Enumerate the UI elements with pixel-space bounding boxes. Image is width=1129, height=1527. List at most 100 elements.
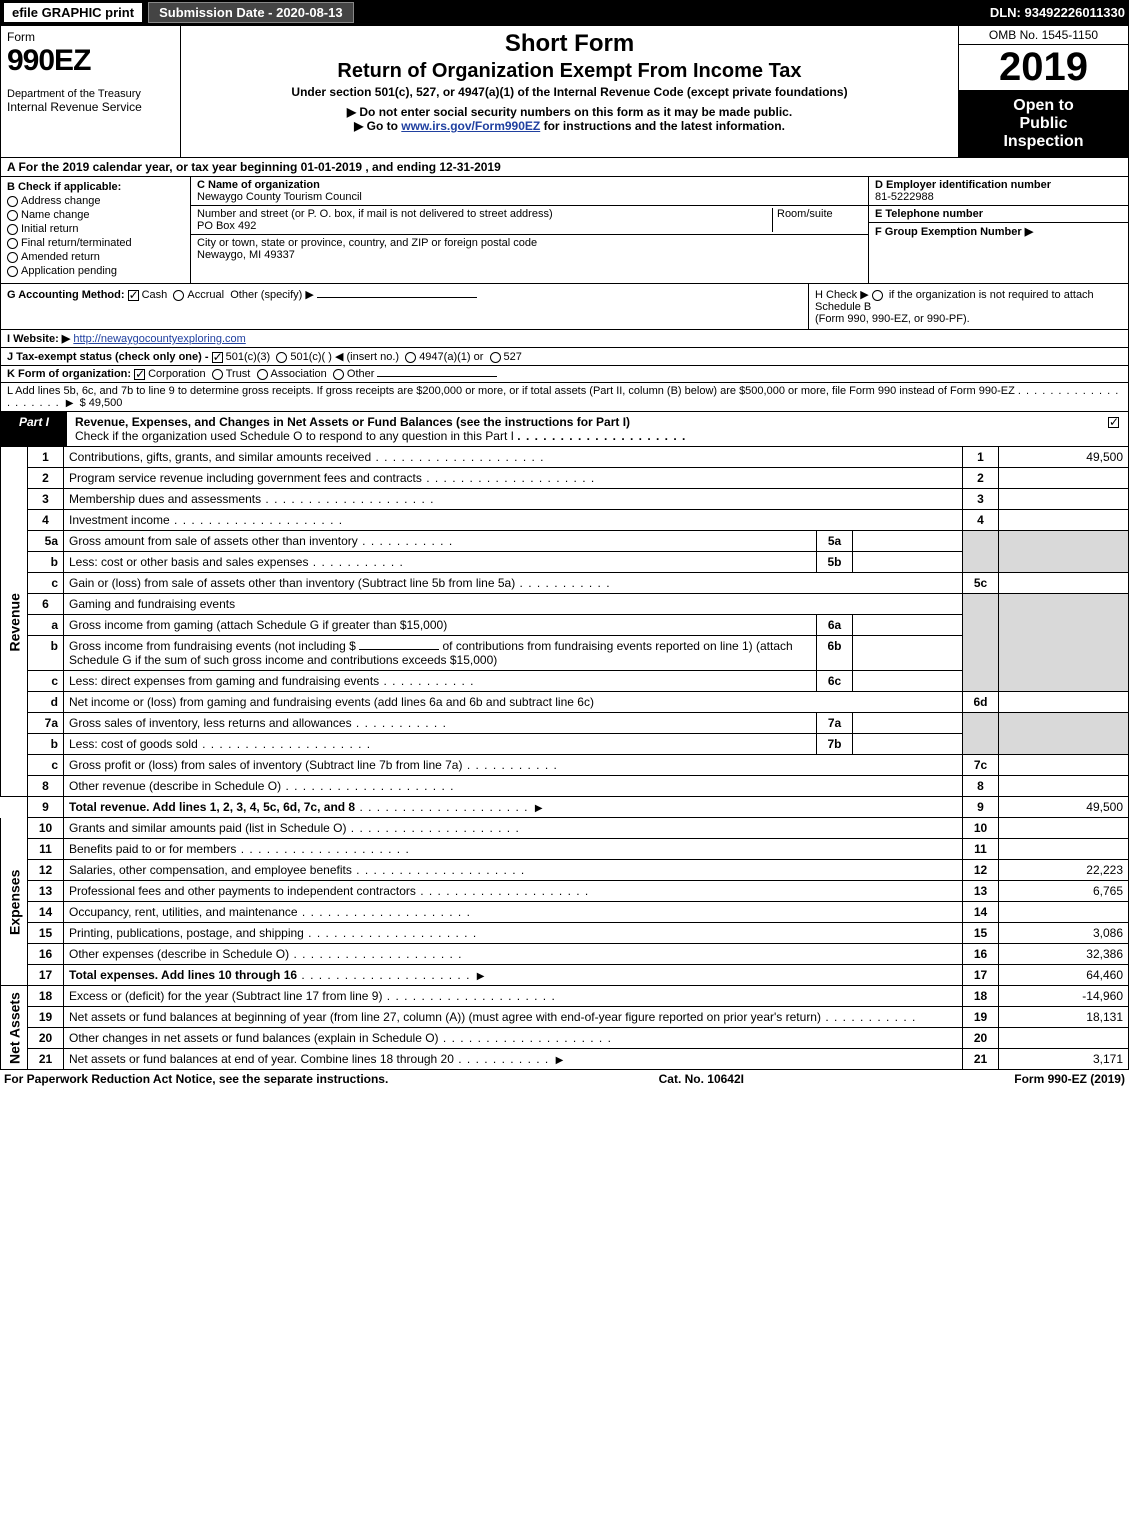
line-12: 12 Salaries, other compensation, and emp…	[1, 860, 1129, 881]
line-17: 17 Total expenses. Add lines 10 through …	[1, 965, 1129, 986]
chk-address-change[interactable]	[7, 196, 18, 207]
l5b-val[interactable]	[853, 552, 963, 573]
c-city-label: City or town, state or province, country…	[197, 237, 862, 249]
l7b-mn: 7b	[817, 734, 853, 755]
form-code: 990EZ	[7, 44, 174, 78]
l7b-val[interactable]	[853, 734, 963, 755]
dln-label: DLN: 93492226011330	[990, 5, 1125, 20]
e-tel-label: E Telephone number	[875, 208, 1122, 220]
goto-notice: ▶ Go to www.irs.gov/Form990EZ for instru…	[189, 119, 950, 133]
chk-corporation[interactable]	[134, 369, 145, 380]
chk-final-return[interactable]	[7, 238, 18, 249]
l6b-blank[interactable]	[359, 649, 439, 650]
k-label: K Form of organization:	[7, 368, 131, 380]
col-de: D Employer identification number 81-5222…	[868, 177, 1128, 283]
dots-icon	[515, 576, 610, 590]
ein-value: 81-5222988	[875, 191, 1122, 203]
opt-other-org: Other	[347, 368, 375, 380]
chk-association[interactable]	[257, 369, 268, 380]
opt-501c3: 501(c)(3)	[226, 351, 271, 363]
dots-icon	[422, 471, 595, 485]
chk-amended[interactable]	[7, 252, 18, 263]
l8-num: 8	[28, 776, 64, 797]
dots-icon	[304, 926, 477, 940]
line-10: Expenses 10 Grants and similar amounts p…	[1, 818, 1129, 839]
dots-icon	[281, 779, 454, 793]
l6b-desc: Gross income from fundraising events (no…	[64, 636, 817, 671]
l7a-val[interactable]	[853, 713, 963, 734]
opt-initial: Initial return	[21, 223, 78, 235]
chk-schedule-b[interactable]	[872, 290, 883, 301]
shade-5	[963, 531, 999, 573]
shade-6	[963, 594, 999, 692]
l5c-num: c	[28, 573, 64, 594]
l5a-val[interactable]	[853, 531, 963, 552]
chk-527[interactable]	[490, 352, 501, 363]
form-header: Form 990EZ Department of the Treasury In…	[0, 25, 1129, 158]
chk-501c3[interactable]	[212, 352, 223, 363]
l14-desc: Occupancy, rent, utilities, and maintena…	[69, 905, 298, 919]
opt-address: Address change	[21, 195, 101, 207]
chk-pending[interactable]	[7, 266, 18, 277]
l19-desc: Net assets or fund balances at beginning…	[69, 1010, 821, 1024]
efile-print-button[interactable]: efile GRAPHIC print	[4, 3, 142, 22]
chk-schedule-o[interactable]	[1108, 417, 1119, 428]
chk-501c[interactable]	[276, 352, 287, 363]
l20-amt	[999, 1028, 1129, 1049]
l5c-amt	[999, 573, 1129, 594]
submission-date-button[interactable]: Submission Date - 2020-08-13	[148, 2, 354, 23]
part1-tab: Part I	[1, 412, 67, 446]
f-group-label: F Group Exemption Number ▶	[875, 225, 1122, 238]
gh-row: G Accounting Method: Cash Accrual Other …	[0, 284, 1129, 330]
l5a-num: 5a	[28, 531, 64, 552]
l2-num: 2	[28, 468, 64, 489]
chk-name-change[interactable]	[7, 210, 18, 221]
l15-rn: 15	[963, 923, 999, 944]
l11-num: 11	[28, 839, 64, 860]
l7a-desc: Gross sales of inventory, less returns a…	[69, 716, 352, 730]
org-city: Newaygo, MI 49337	[197, 249, 862, 261]
chk-initial-return[interactable]	[7, 224, 18, 235]
chk-4947[interactable]	[405, 352, 416, 363]
dept-treasury: Department of the Treasury	[7, 88, 174, 100]
net-assets-side-label: Net Assets	[1, 986, 28, 1070]
line-18: Net Assets 18 Excess or (deficit) for th…	[1, 986, 1129, 1007]
website-link[interactable]: http://newaygocountyexploring.com	[73, 333, 245, 345]
line-20: 20 Other changes in net assets or fund b…	[1, 1028, 1129, 1049]
l2-rn: 2	[963, 468, 999, 489]
l6b-val[interactable]	[853, 636, 963, 671]
other-org-input[interactable]	[377, 376, 497, 377]
l10-desc: Grants and similar amounts paid (list in…	[69, 821, 346, 835]
chk-other-org[interactable]	[333, 369, 344, 380]
chk-trust[interactable]	[212, 369, 223, 380]
l4-num: 4	[28, 510, 64, 531]
opt-trust: Trust	[226, 368, 251, 380]
l6c-mn: 6c	[817, 671, 853, 692]
l9-desc: Total revenue. Add lines 1, 2, 3, 4, 5c,…	[69, 800, 355, 814]
l-amount: $ 49,500	[80, 397, 123, 409]
l6c-val[interactable]	[853, 671, 963, 692]
line-7b: b Less: cost of goods sold 7b	[1, 734, 1129, 755]
l16-rn: 16	[963, 944, 999, 965]
dots-icon	[289, 947, 462, 961]
l1-amt: 49,500	[999, 447, 1129, 468]
l5a-desc: Gross amount from sale of assets other t…	[69, 534, 358, 548]
col-b: B Check if applicable: Address change Na…	[1, 177, 191, 283]
chk-accrual[interactable]	[173, 290, 184, 301]
l7b-desc: Less: cost of goods sold	[69, 737, 198, 751]
dept-irs: Internal Revenue Service	[7, 100, 174, 114]
l6a-val[interactable]	[853, 615, 963, 636]
l6b-mn: 6b	[817, 636, 853, 671]
l2-amt	[999, 468, 1129, 489]
line-5a: 5a Gross amount from sale of assets othe…	[1, 531, 1129, 552]
shade-7amt	[999, 713, 1129, 755]
chk-cash[interactable]	[128, 290, 139, 301]
dots-icon	[352, 716, 447, 730]
footer-right: Form 990-EZ (2019)	[1014, 1072, 1125, 1086]
line-6c: c Less: direct expenses from gaming and …	[1, 671, 1129, 692]
shade-5amt	[999, 531, 1129, 573]
i-label: I Website: ▶	[7, 333, 70, 345]
irs-link[interactable]: www.irs.gov/Form990EZ	[401, 119, 540, 133]
other-specify-input[interactable]	[317, 297, 477, 298]
l11-amt	[999, 839, 1129, 860]
